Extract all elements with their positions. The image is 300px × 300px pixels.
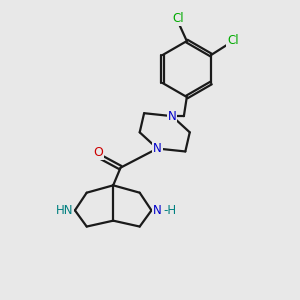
Text: HN: HN [56,204,74,217]
Text: N: N [168,110,176,123]
Text: Cl: Cl [227,34,239,47]
Text: N: N [153,142,162,155]
Text: O: O [93,146,103,159]
Text: N: N [153,204,162,217]
Text: -H: -H [164,204,177,217]
Text: Cl: Cl [172,13,184,26]
